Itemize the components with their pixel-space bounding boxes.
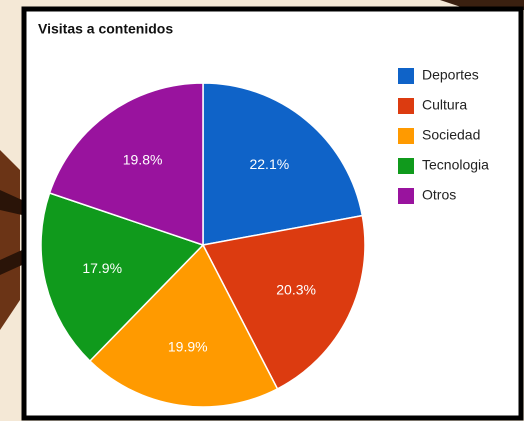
pie: 22.1% 20.3% 19.9% 17.9% 19.8% bbox=[40, 82, 366, 408]
pie-slice bbox=[88, 243, 279, 408]
legend-label: Tecnologia bbox=[422, 157, 489, 173]
legend-label: Deportes bbox=[422, 67, 479, 83]
pie-slice bbox=[40, 192, 205, 363]
slice-label: 22.1% bbox=[249, 156, 289, 172]
legend-swatch bbox=[398, 158, 414, 174]
legend-swatch bbox=[398, 128, 414, 144]
legend: Deportes Cultura Sociedad Tecnologia Otros bbox=[398, 67, 489, 204]
legend-swatch bbox=[398, 188, 414, 204]
legend-label: Cultura bbox=[422, 97, 467, 113]
legend-swatch bbox=[398, 98, 414, 114]
slice-label: 19.8% bbox=[123, 151, 163, 167]
slice-label: 17.9% bbox=[82, 260, 122, 276]
chart-title: Visitas a contenidos bbox=[38, 21, 173, 37]
legend-label: Sociedad bbox=[422, 127, 480, 143]
slice-label: 19.9% bbox=[168, 338, 208, 354]
legend-swatch bbox=[398, 68, 414, 84]
pie-slice bbox=[202, 82, 364, 246]
legend-label: Otros bbox=[422, 187, 456, 203]
pie-slice bbox=[201, 214, 366, 390]
slice-label: 20.3% bbox=[276, 281, 316, 297]
pie-slice bbox=[48, 82, 204, 247]
